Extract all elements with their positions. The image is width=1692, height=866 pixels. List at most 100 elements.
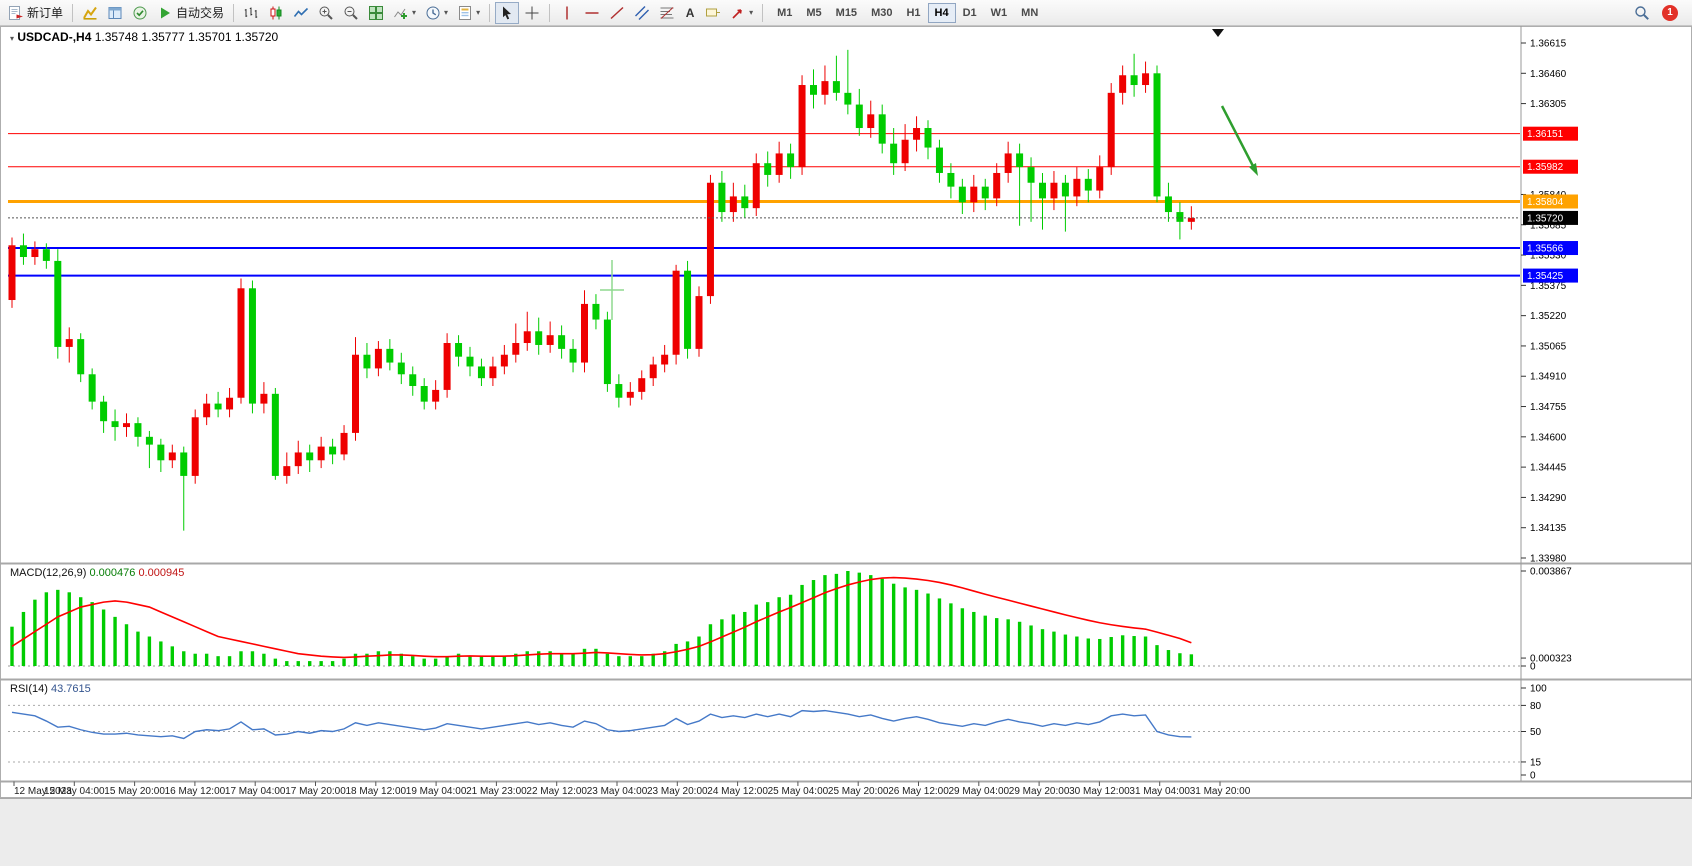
- macd-histogram-bar: [914, 589, 919, 666]
- macd-histogram-bar: [628, 656, 632, 666]
- candle-body: [1119, 75, 1127, 93]
- horizontal-line-button[interactable]: [580, 2, 604, 24]
- periods-button[interactable]: ▾: [421, 2, 452, 24]
- candle-body: [260, 393, 268, 404]
- candle-body: [1050, 182, 1058, 199]
- terminal-button[interactable]: [128, 2, 152, 24]
- timeframe-button-M30[interactable]: M30: [864, 3, 899, 23]
- crosshair-button[interactable]: [520, 2, 544, 24]
- macd-histogram-bar: [479, 656, 484, 666]
- tile-windows-button[interactable]: [364, 2, 388, 24]
- main-toolbar: 新订单 自动交易: [0, 0, 1692, 26]
- timeframe-button-H4[interactable]: H4: [927, 2, 956, 23]
- candle-body: [88, 374, 96, 402]
- rsi-label: RSI(14) 43.7615: [10, 683, 91, 695]
- current-price-label-box: [1523, 210, 1578, 225]
- macd-histogram-bar: [1063, 634, 1068, 666]
- indicators-icon: [394, 8, 408, 19]
- time-axis-label: 17 May 04:00: [225, 786, 286, 797]
- trendline-button[interactable]: [605, 2, 629, 24]
- time-axis-label: 15 May 20:00: [104, 786, 165, 797]
- time-axis-label: 31 May 04:00: [1129, 786, 1190, 797]
- rsi-axis-label: 50: [1530, 727, 1542, 738]
- price-line-label: 1.35804: [1527, 197, 1564, 208]
- cursor-icon: [503, 6, 512, 19]
- candle-body: [546, 335, 554, 345]
- candle-body: [1004, 153, 1012, 173]
- rsi-panel[interactable]: [8, 681, 1520, 780]
- candle-body: [901, 139, 909, 164]
- channel-button[interactable]: [630, 2, 654, 24]
- macd-histogram-bar: [766, 602, 770, 666]
- candle-body: [363, 354, 371, 369]
- candle-body: [523, 331, 531, 344]
- navigator-button[interactable]: [103, 2, 127, 24]
- line-chart-icon: [293, 7, 309, 17]
- candle-body: [787, 153, 795, 168]
- time-axis-label: 30 May 12:00: [1069, 786, 1130, 797]
- dropdown-arrow-icon: ▾: [749, 8, 754, 17]
- macd-histogram-bar: [869, 575, 873, 666]
- candle-body: [283, 466, 291, 476]
- macd-main-value: 0.000476: [89, 567, 136, 579]
- chart-symbol-period: USDCAD-,H4: [17, 30, 92, 44]
- candles-chart-button[interactable]: [264, 2, 288, 24]
- zoom-out-button[interactable]: [339, 2, 363, 24]
- time-axis-label: 31 May 20:00: [1190, 786, 1251, 797]
- templates-button[interactable]: ▾: [453, 2, 484, 24]
- arrows-button[interactable]: ▾: [726, 2, 757, 24]
- macd-histogram-bar: [33, 599, 37, 666]
- cursor-button[interactable]: [495, 1, 520, 24]
- candle-body: [8, 245, 16, 301]
- candle-body: [271, 393, 279, 476]
- search-button[interactable]: [1630, 2, 1654, 24]
- notification-badge[interactable]: 1: [1662, 4, 1678, 21]
- macd-histogram-bar: [594, 648, 598, 666]
- candle-body: [821, 81, 829, 95]
- text-label-button[interactable]: [701, 2, 725, 24]
- candle-body: [420, 386, 428, 402]
- timeframe-button-M15[interactable]: M15: [829, 3, 864, 23]
- new-order-button[interactable]: 新订单: [4, 2, 67, 24]
- indicators-button[interactable]: ▾: [389, 2, 420, 24]
- candle-body: [661, 354, 669, 365]
- candle-body: [924, 128, 932, 148]
- timeframe-button-W1[interactable]: W1: [984, 3, 1015, 23]
- vertical-line-button[interactable]: [555, 2, 579, 24]
- market-watch-button[interactable]: [78, 2, 102, 24]
- macd-histogram-bar: [1086, 638, 1090, 666]
- timeframe-button-M1[interactable]: M1: [770, 3, 799, 23]
- macd-histogram-bar: [10, 626, 14, 666]
- arrow-object-line[interactable]: [1220, 105, 1256, 169]
- chart-shift-marker[interactable]: [1212, 29, 1224, 37]
- timeframe-button-D1[interactable]: D1: [956, 3, 984, 23]
- macd-histogram-bar: [983, 615, 987, 666]
- price-axis-label: 1.35530: [1530, 251, 1567, 262]
- chart-plot-area[interactable]: [8, 26, 1520, 562]
- macd-name: MACD(12,26,9): [10, 567, 87, 579]
- candle-body: [500, 354, 508, 367]
- zoom-in-button[interactable]: [314, 2, 338, 24]
- macd-histogram-bar: [903, 587, 907, 666]
- bars-chart-button[interactable]: [239, 2, 263, 24]
- channel-icon: [635, 5, 650, 20]
- line-chart-button[interactable]: [289, 2, 313, 24]
- timeframe-button-MN[interactable]: MN: [1014, 3, 1045, 23]
- fibonacci-button[interactable]: [655, 2, 679, 24]
- timeframe-button-H1[interactable]: H1: [899, 3, 927, 23]
- macd-histogram-bar: [1109, 637, 1113, 666]
- text-button[interactable]: A: [680, 2, 700, 24]
- chart-menu-icon[interactable]: ▾: [10, 34, 15, 43]
- macd-histogram-bar: [800, 584, 804, 666]
- macd-histogram-bar: [731, 614, 736, 666]
- candle-body: [1016, 153, 1024, 168]
- timeframe-button-M5[interactable]: M5: [799, 3, 828, 23]
- macd-panel[interactable]: [8, 565, 1520, 678]
- candle-body: [443, 343, 451, 390]
- candle-body: [306, 452, 314, 461]
- autotrading-button[interactable]: 自动交易: [153, 2, 228, 24]
- toolbar-separator: [762, 3, 764, 22]
- macd-histogram-bar: [411, 656, 415, 666]
- macd-histogram-bar: [1006, 619, 1010, 666]
- macd-histogram-bar: [571, 653, 575, 666]
